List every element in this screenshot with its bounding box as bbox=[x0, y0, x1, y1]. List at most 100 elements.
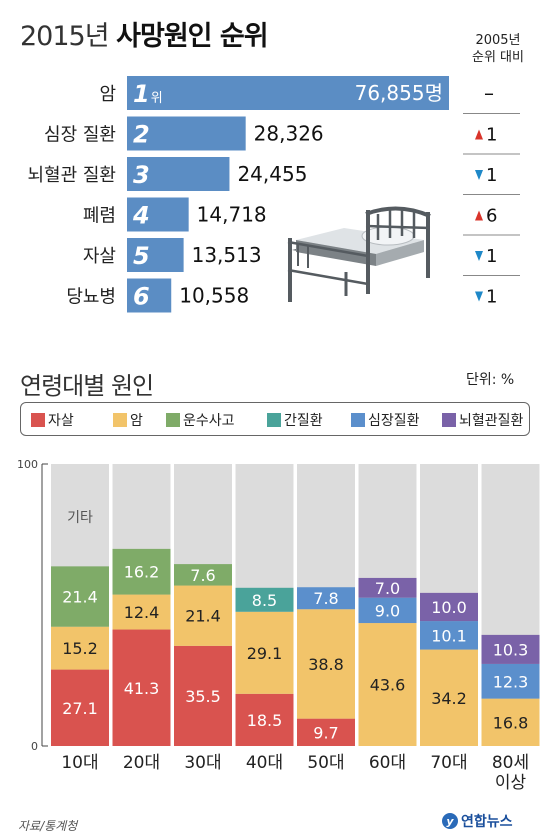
segment-value-label: 21.4 bbox=[62, 588, 98, 607]
legend-swatch bbox=[31, 413, 45, 427]
title-main: 사망원인 순위 bbox=[116, 21, 268, 52]
logo-text: 연합뉴스 bbox=[461, 814, 513, 830]
legend-swatch bbox=[113, 413, 127, 427]
segment-value-label: 7.0 bbox=[375, 579, 400, 598]
segment-암 bbox=[51, 626, 109, 670]
age-bar-stack: 9.7 38.8 7.8 bbox=[297, 464, 355, 746]
triangle-down-icon bbox=[475, 291, 483, 302]
segment-value-label: 7.6 bbox=[190, 566, 215, 585]
age-section-title: 연령대별 원인 bbox=[20, 372, 154, 400]
x-tick-label: 60대 bbox=[369, 753, 406, 773]
segment-value-label: 43.6 bbox=[370, 676, 406, 695]
cause-value: 13,513 bbox=[192, 243, 262, 267]
rank-change-text: 6 bbox=[486, 206, 497, 227]
x-tick-label: 10대 bbox=[61, 753, 98, 773]
segment-심장질환 bbox=[297, 587, 355, 610]
segment-자살 bbox=[51, 669, 109, 746]
cause-row: 뇌혈관 질환 3 24,455 1 bbox=[27, 157, 497, 191]
segment-암 bbox=[112, 594, 171, 630]
cause-row: 폐렴 4 14,718 6 bbox=[83, 197, 497, 232]
age-stacked-chart: 100 0 27.1 15.2 21.4 기타 41.3 12.4 16.2 35.5 21.4 7… bbox=[17, 458, 540, 793]
segment-암 bbox=[297, 609, 355, 719]
rank-change: 1 bbox=[475, 246, 497, 267]
publisher-logo: y 연합뉴스 bbox=[442, 811, 513, 831]
legend-swatch bbox=[166, 413, 180, 427]
legend-label: 자살 bbox=[48, 413, 74, 429]
rank-change-text: 1 bbox=[486, 125, 497, 146]
legend-item: 암 bbox=[113, 411, 143, 429]
triangle-up-icon bbox=[475, 129, 483, 140]
segment-value-label: 10.1 bbox=[431, 626, 467, 645]
age-bar-stack: 34.2 10.1 10.0 bbox=[420, 464, 478, 746]
legend-label: 운수사고 bbox=[183, 413, 235, 429]
segment-암 bbox=[358, 623, 417, 746]
legend-item: 자살 bbox=[31, 411, 74, 429]
cause-label: 심장 질환 bbox=[44, 125, 116, 146]
segment-value-label: 16.2 bbox=[124, 563, 160, 582]
legend-swatch bbox=[351, 413, 365, 427]
rank-compare-header-line1: 2005년 bbox=[475, 33, 521, 48]
cause-bar bbox=[127, 116, 246, 151]
cause-value: 14,718 bbox=[197, 203, 267, 227]
rank-change-text: 1 bbox=[486, 246, 497, 267]
legend-item: 간질환 bbox=[267, 411, 323, 429]
segment-value-label: 10.0 bbox=[431, 598, 467, 617]
segment-value-label: 9.0 bbox=[375, 601, 400, 620]
cause-label: 암 bbox=[99, 84, 116, 105]
rank-number: 5 bbox=[133, 242, 150, 270]
segment-value-label: 15.2 bbox=[62, 639, 98, 658]
cause-label: 폐렴 bbox=[83, 206, 116, 227]
rank-change-text: 1 bbox=[486, 287, 497, 308]
age-bar-stack: 27.1 15.2 21.4 기타 bbox=[51, 464, 109, 746]
triangle-down-icon bbox=[475, 170, 483, 180]
cause-value: 76,855명 bbox=[355, 81, 443, 105]
cause-row: 심장 질환 2 28,326 1 bbox=[44, 116, 497, 151]
cause-label: 당뇨병 bbox=[66, 287, 116, 308]
rank-number: 6 bbox=[133, 283, 150, 311]
rank-change: 6 bbox=[475, 206, 497, 227]
segment-암 bbox=[235, 611, 294, 694]
segment-value-label: 9.7 bbox=[313, 723, 338, 742]
segment-value-label: 34.2 bbox=[431, 689, 467, 708]
rank-change-text: 1 bbox=[486, 165, 497, 186]
segment-value-label: 35.5 bbox=[185, 687, 221, 706]
rank-compare-header: 2005년 순위 대비 bbox=[458, 32, 538, 66]
segment-심장질환 bbox=[358, 597, 417, 624]
legend-item: 뇌혈관질환 bbox=[442, 411, 523, 429]
legend-label: 뇌혈관질환 bbox=[459, 413, 524, 429]
age-bar-stack: 16.8 12.3 10.3 bbox=[481, 464, 540, 746]
rank-number: 2 bbox=[133, 121, 150, 149]
rank-number: 4 bbox=[132, 202, 150, 230]
segment-value-label: 7.8 bbox=[313, 589, 338, 608]
page-title: 2015년 사망원인 순위 bbox=[20, 14, 269, 53]
cause-label: 자살 bbox=[83, 246, 116, 267]
segment-value-label: 10.3 bbox=[493, 640, 529, 659]
cause-value: 10,558 bbox=[179, 284, 249, 308]
cause-value: 24,455 bbox=[237, 162, 307, 186]
segment-운수사고 bbox=[112, 548, 171, 595]
legend: 자살 암 운수사고 간질환 심장질환 뇌혈관질환 bbox=[20, 402, 530, 436]
y-tick-label: 100 bbox=[17, 458, 38, 471]
bed-illustration bbox=[287, 206, 431, 302]
age-bar-stack: 43.6 9.0 7.0 bbox=[358, 464, 417, 746]
rank-change: 1 bbox=[475, 125, 497, 146]
x-tick-label: 70대 bbox=[430, 753, 467, 773]
cause-value: 28,326 bbox=[254, 122, 324, 146]
rank-change-text: – bbox=[484, 81, 494, 105]
cause-row: 당뇨병 6 10,558 1 bbox=[66, 278, 497, 313]
segment-암 bbox=[420, 649, 478, 746]
segment-뇌혈관질환 bbox=[481, 634, 540, 664]
rank-suffix: 위 bbox=[151, 91, 163, 106]
rank-change: – bbox=[484, 81, 494, 105]
x-tick-label: 50대 bbox=[307, 753, 344, 773]
segment-value-label: 38.8 bbox=[308, 655, 344, 674]
cause-bar bbox=[127, 197, 189, 232]
segment-value-label: 18.5 bbox=[247, 711, 283, 730]
segment-운수사고 bbox=[174, 564, 232, 586]
age-bar-stack: 35.5 21.4 7.6 bbox=[174, 464, 232, 746]
x-tick-label: 이상 bbox=[495, 773, 527, 793]
cause-label: 뇌혈관 질환 bbox=[27, 165, 116, 186]
source-label: 자료/통계청 bbox=[18, 819, 78, 833]
legend-swatch bbox=[442, 413, 456, 427]
